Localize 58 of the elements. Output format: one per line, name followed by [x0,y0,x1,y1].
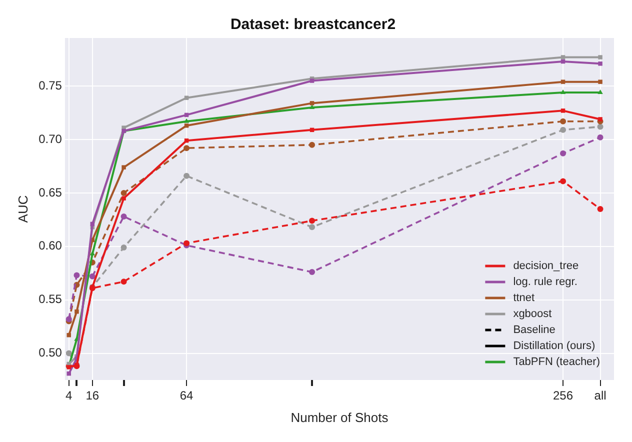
point [560,178,566,184]
y-tick-label: 0.65 [38,185,62,200]
point [560,108,566,113]
point [120,190,127,196]
legend-label: Baseline [513,324,556,336]
y-tick-label: 0.70 [38,132,62,146]
point [184,124,189,128]
point [598,80,602,84]
point [310,101,314,106]
point [122,196,126,200]
point [309,224,316,230]
x-tick-label: 64 [180,388,194,403]
chart-title: Dataset: breastcancer2 [230,16,396,34]
point [90,250,96,256]
point [560,80,566,84]
point [184,118,190,123]
point [120,244,127,250]
point [598,117,602,122]
legend-label: TabPFN (teacher) [513,356,600,368]
x-axis-title: Number of Shots [290,410,389,425]
legend-label: ttnet [513,292,535,304]
point [74,272,80,278]
y-tick-label: 0.75 [38,78,62,92]
x-tick-label: all [594,388,606,403]
x-tick-label: 16 [86,388,100,403]
point [184,172,190,179]
point [560,55,566,60]
point [560,118,566,124]
legend-label: decision_tree [513,260,579,272]
point [309,218,316,224]
point [309,269,316,276]
point [74,309,79,314]
point [122,165,126,170]
point [598,62,602,66]
point [560,90,566,94]
point [597,206,604,212]
legend-label: xgboost [513,308,552,320]
point [89,273,96,280]
point [309,142,316,148]
point [66,350,72,356]
point [184,145,190,152]
y-tick-label: 0.60 [38,238,62,253]
point [598,55,602,60]
point [598,90,603,94]
point [120,278,127,285]
x-tick-label: 4 [66,388,73,403]
y-axis-title: AUC [15,195,30,223]
point [597,124,604,130]
legend-label: Distillation (ours) [513,340,596,352]
y-tick-label: 0.55 [38,292,62,306]
point [560,126,566,133]
y-tick-label: 0.50 [38,346,62,360]
x-tick-label: 256 [553,388,574,403]
point [597,134,604,140]
legend-label: log. rule regr. [513,276,578,288]
point [184,96,189,100]
point [560,150,566,156]
point [120,213,127,220]
